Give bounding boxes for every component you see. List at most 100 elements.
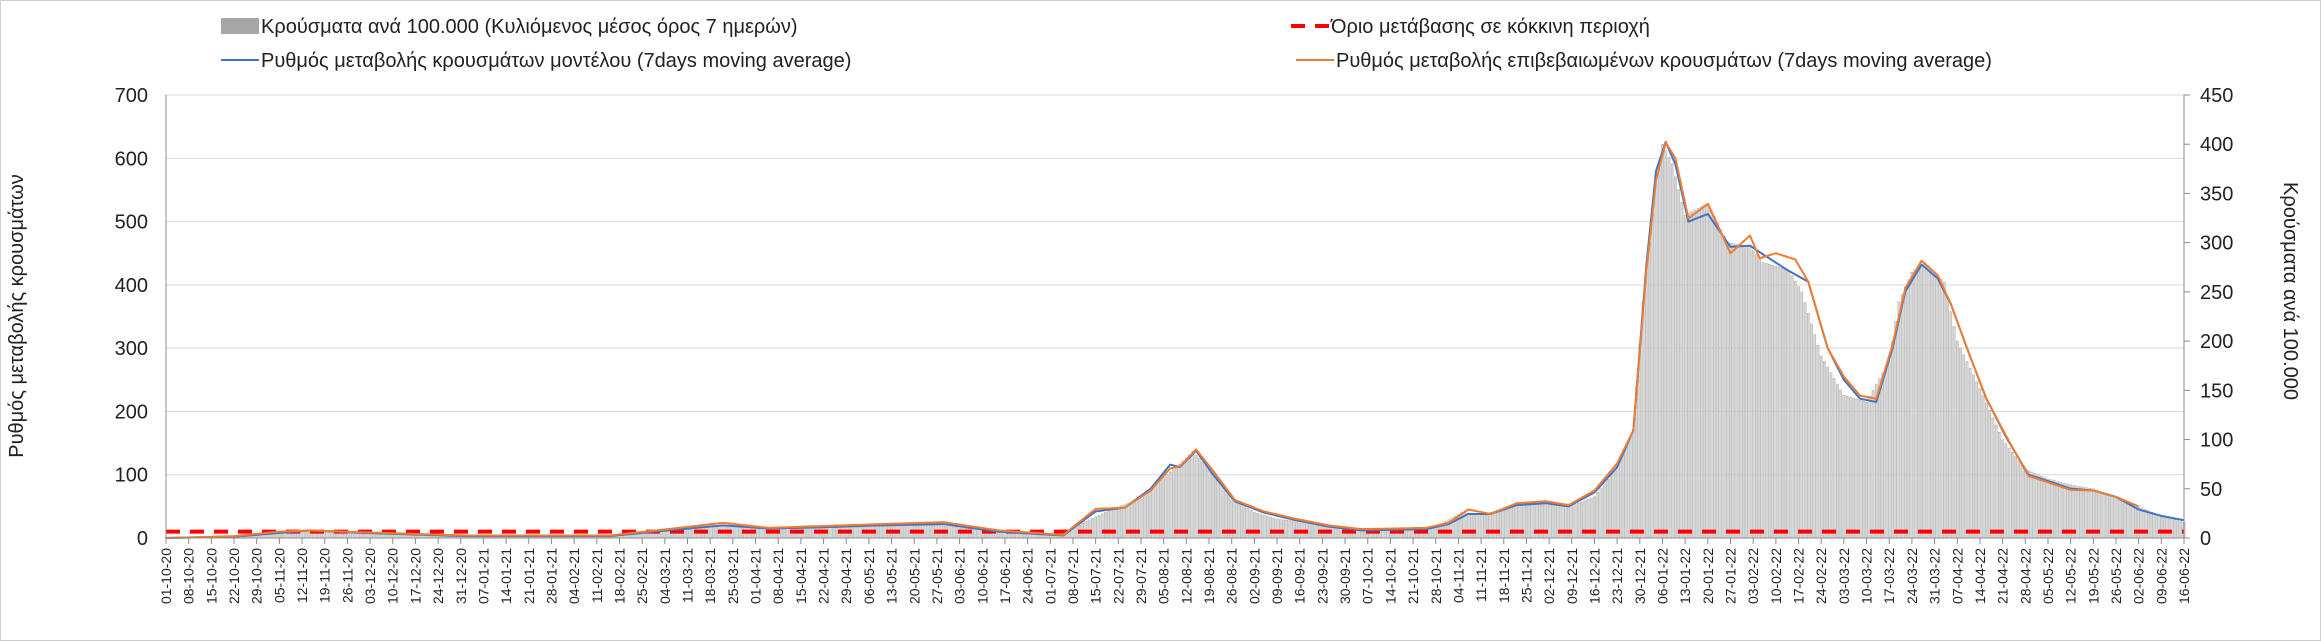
y-tick-left: 500 (115, 212, 148, 234)
x-tick-label: 28-10-21 (1428, 548, 1444, 604)
bar (1687, 213, 1690, 539)
x-tick-label: 29-10-20 (249, 548, 265, 604)
bar (1110, 509, 1114, 539)
bar (1197, 458, 1201, 539)
bar (1609, 474, 1612, 539)
x-tick-label: 24-02-22 (1813, 548, 1829, 604)
bar (1936, 275, 1940, 539)
bar (1930, 268, 1933, 539)
bar (2150, 511, 2153, 539)
bar (631, 534, 634, 539)
bar (1602, 483, 1606, 539)
bar (1978, 388, 1982, 539)
bar (2040, 475, 2043, 539)
bar (1774, 266, 1778, 539)
bar (1240, 504, 1243, 539)
bar (1942, 281, 1946, 539)
x-tick-label: 09-12-21 (1564, 548, 1580, 604)
bar (1751, 250, 1755, 539)
bar (1308, 522, 1311, 539)
bar (1761, 262, 1765, 539)
bar (1295, 520, 1298, 539)
bar (1897, 301, 1901, 539)
x-tick-label: 23-09-21 (1314, 548, 1330, 604)
x-tick-label: 03-06-21 (952, 548, 968, 604)
x-tick-label: 18-02-21 (611, 548, 627, 604)
bar (1654, 183, 1658, 539)
bar (880, 526, 884, 539)
bar (1713, 216, 1716, 539)
bar (1878, 378, 1881, 539)
bar (2014, 456, 2017, 539)
bar (738, 525, 741, 539)
bar (1431, 527, 1434, 539)
bar (2104, 493, 2108, 539)
bar (1907, 279, 1910, 539)
bar (831, 526, 835, 539)
bar (1858, 400, 1862, 539)
y-tick-right: 450 (2200, 85, 2233, 107)
x-tick-label: 15-07-21 (1088, 548, 1104, 604)
x-tick-label: 21-10-21 (1405, 548, 1421, 604)
bar (1194, 454, 1198, 539)
legend-item: Όριο μετάβασης σε κόκκινη περιοχή (1291, 16, 1650, 38)
bar (2049, 479, 2053, 539)
x-tick-label: 09-09-21 (1269, 548, 1285, 604)
bar (1793, 280, 1797, 539)
bar (1094, 516, 1097, 539)
bar (1719, 229, 1723, 539)
bar (1495, 509, 1499, 539)
x-tick-label: 28-01-21 (543, 548, 559, 604)
x-tick-label: 14-10-21 (1382, 548, 1398, 604)
legend-label: Κρούσματα ανά 100.000 (Κυλιόμενος μέσος … (261, 16, 798, 38)
bar (689, 527, 693, 539)
x-tick-label: 11-03-21 (680, 548, 696, 603)
bar (1758, 258, 1761, 539)
bar (1865, 401, 1868, 539)
bar (1781, 268, 1784, 539)
x-tick-label: 14-01-21 (498, 548, 514, 604)
x-tick-label: 01-10-20 (158, 548, 174, 604)
bar (2156, 514, 2160, 539)
bar (1959, 347, 1962, 539)
bar (854, 526, 858, 539)
bar (1845, 396, 1849, 539)
bar (1214, 477, 1217, 539)
bar (1790, 275, 1794, 539)
bar (1019, 533, 1023, 539)
bar (835, 526, 838, 539)
bar (660, 530, 663, 539)
bar (2163, 517, 2166, 539)
bar (1288, 520, 1292, 539)
x-tick-label: 21-01-21 (521, 548, 537, 604)
bar (1787, 270, 1791, 539)
bar (1771, 265, 1774, 539)
y-tick-left: 400 (115, 275, 148, 297)
bar (2043, 477, 2047, 539)
x-tick-label: 18-03-21 (702, 548, 718, 604)
bar (1674, 176, 1677, 539)
bar (951, 526, 955, 539)
bar (929, 525, 932, 539)
bar (1797, 286, 1800, 539)
bar (1625, 444, 1629, 539)
x-tick-label: 20-05-21 (906, 548, 922, 604)
bar (1097, 515, 1101, 539)
bar (1236, 502, 1240, 539)
bar (1703, 204, 1706, 539)
x-tick-label: 22-07-21 (1110, 548, 1126, 604)
bar (906, 525, 910, 539)
x-tick-label: 03-03-22 (1836, 548, 1852, 604)
bar (925, 525, 929, 539)
bar (1146, 492, 1149, 539)
x-tick-label: 07-10-21 (1360, 548, 1376, 604)
bar (1716, 222, 1719, 539)
bar (1285, 519, 1289, 539)
bar (1965, 361, 1969, 539)
bar (1032, 534, 1036, 539)
x-tick-label: 17-02-22 (1791, 548, 1807, 604)
x-tick-label: 27-01-22 (1723, 548, 1739, 604)
bar (1972, 374, 1975, 539)
bar (1483, 514, 1486, 539)
